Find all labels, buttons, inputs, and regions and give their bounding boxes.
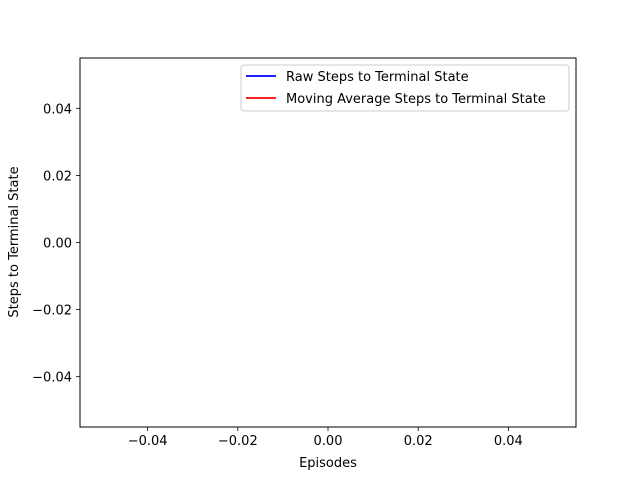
- y-tick-label-0-04: 0.04: [43, 102, 72, 117]
- y-tick-label-minus-0-02: −0.02: [32, 304, 72, 319]
- x-tick-label-minus-0-02: −0.02: [218, 434, 258, 449]
- y-tick-label-minus-0-04: −0.04: [32, 371, 72, 386]
- legend-label-raw-steps: Raw Steps to Terminal State: [286, 70, 469, 85]
- x-tick-label-0-04: 0.04: [494, 434, 523, 449]
- legend-label-moving-average: Moving Average Steps to Terminal State: [286, 92, 546, 107]
- y-tick-label-0-02: 0.02: [43, 169, 72, 184]
- x-axis-label: Episodes: [299, 456, 357, 471]
- y-axis-ticks: −0.04 −0.02 0.00 0.02 0.04: [32, 102, 80, 386]
- y-tick-label-0-00: 0.00: [43, 237, 72, 252]
- axes-frame: [79, 57, 577, 428]
- legend: Raw Steps to Terminal State Moving Avera…: [240, 64, 570, 112]
- legend-box: [240, 64, 570, 112]
- y-axis-label: Steps to Terminal State: [7, 166, 22, 317]
- x-tick-label-0-02: 0.02: [404, 434, 433, 449]
- x-tick-label-0-00: 0.00: [314, 434, 343, 449]
- x-axis-ticks: −0.04 −0.02 0.00 0.02 0.04: [128, 427, 523, 449]
- x-tick-label-minus-0-04: −0.04: [128, 434, 168, 449]
